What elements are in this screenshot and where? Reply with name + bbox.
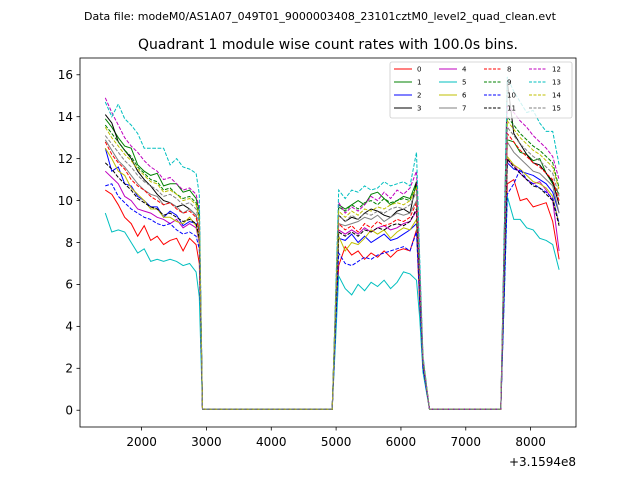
- x-tick-label: 7000: [451, 435, 482, 449]
- x-tick-label: 4000: [256, 435, 287, 449]
- series-line-13: [104, 76, 560, 410]
- legend-label-10: 10: [507, 92, 516, 100]
- legend-label-4: 4: [462, 66, 467, 74]
- y-tick-label: 4: [65, 320, 73, 334]
- series-line-9: [104, 115, 560, 410]
- x-axis-offset-label: +3.1594e8: [509, 455, 576, 469]
- series-line-6: [104, 147, 560, 410]
- legend-label-13: 13: [552, 79, 561, 87]
- y-tick-label: 16: [58, 68, 73, 82]
- x-tick-label: 3000: [191, 435, 222, 449]
- legend-label-14: 14: [552, 92, 561, 100]
- legend-box: [389, 61, 573, 119]
- series-line-10: [105, 168, 560, 410]
- legend-label-6: 6: [462, 92, 467, 100]
- y-tick-label: 0: [65, 404, 73, 418]
- legend-label-11: 11: [507, 105, 516, 113]
- x-tick-label: 8000: [515, 435, 546, 449]
- legend-label-2: 2: [417, 92, 421, 100]
- series-line-3: [104, 81, 560, 410]
- x-tick-label: 5000: [321, 435, 352, 449]
- legend-label-7: 7: [462, 105, 466, 113]
- legend-label-1: 1: [417, 79, 421, 87]
- legend-label-12: 12: [552, 66, 561, 74]
- series-line-8: [104, 132, 560, 410]
- series-line-5: [104, 196, 560, 410]
- series-line-2: [104, 148, 560, 410]
- legend-label-0: 0: [417, 66, 421, 74]
- y-tick-label: 8: [65, 236, 73, 250]
- chart-title: Quadrant 1 module wise count rates with …: [138, 37, 518, 53]
- x-tick-label: 6000: [386, 435, 417, 449]
- legend-label-8: 8: [507, 66, 511, 74]
- series-line-4: [104, 159, 560, 410]
- legend-label-15: 15: [552, 105, 561, 113]
- series-line-15: [104, 125, 560, 410]
- legend-label-5: 5: [462, 79, 466, 87]
- x-tick-label: 2000: [126, 435, 157, 449]
- figure-suptitle: Data file: modeM0/AS1A07_049T01_90000034…: [84, 10, 557, 23]
- series-line-12: [104, 97, 560, 410]
- series-line-14: [104, 119, 560, 410]
- plot-area: 2000 3000 4000 5000 6000 7000 8000024681012141…: [58, 57, 577, 449]
- series-line-11: [104, 157, 560, 410]
- series-line-7: [104, 139, 560, 410]
- y-tick-label: 6: [65, 278, 73, 292]
- series-line-1: [104, 118, 560, 410]
- y-tick-label: 14: [58, 110, 73, 124]
- y-tick-label: 12: [58, 152, 73, 166]
- series-line-0: [105, 178, 560, 410]
- legend-label-9: 9: [507, 79, 511, 87]
- y-tick-label: 2: [65, 362, 73, 376]
- y-tick-label: 10: [58, 194, 73, 208]
- legend-label-3: 3: [417, 105, 421, 113]
